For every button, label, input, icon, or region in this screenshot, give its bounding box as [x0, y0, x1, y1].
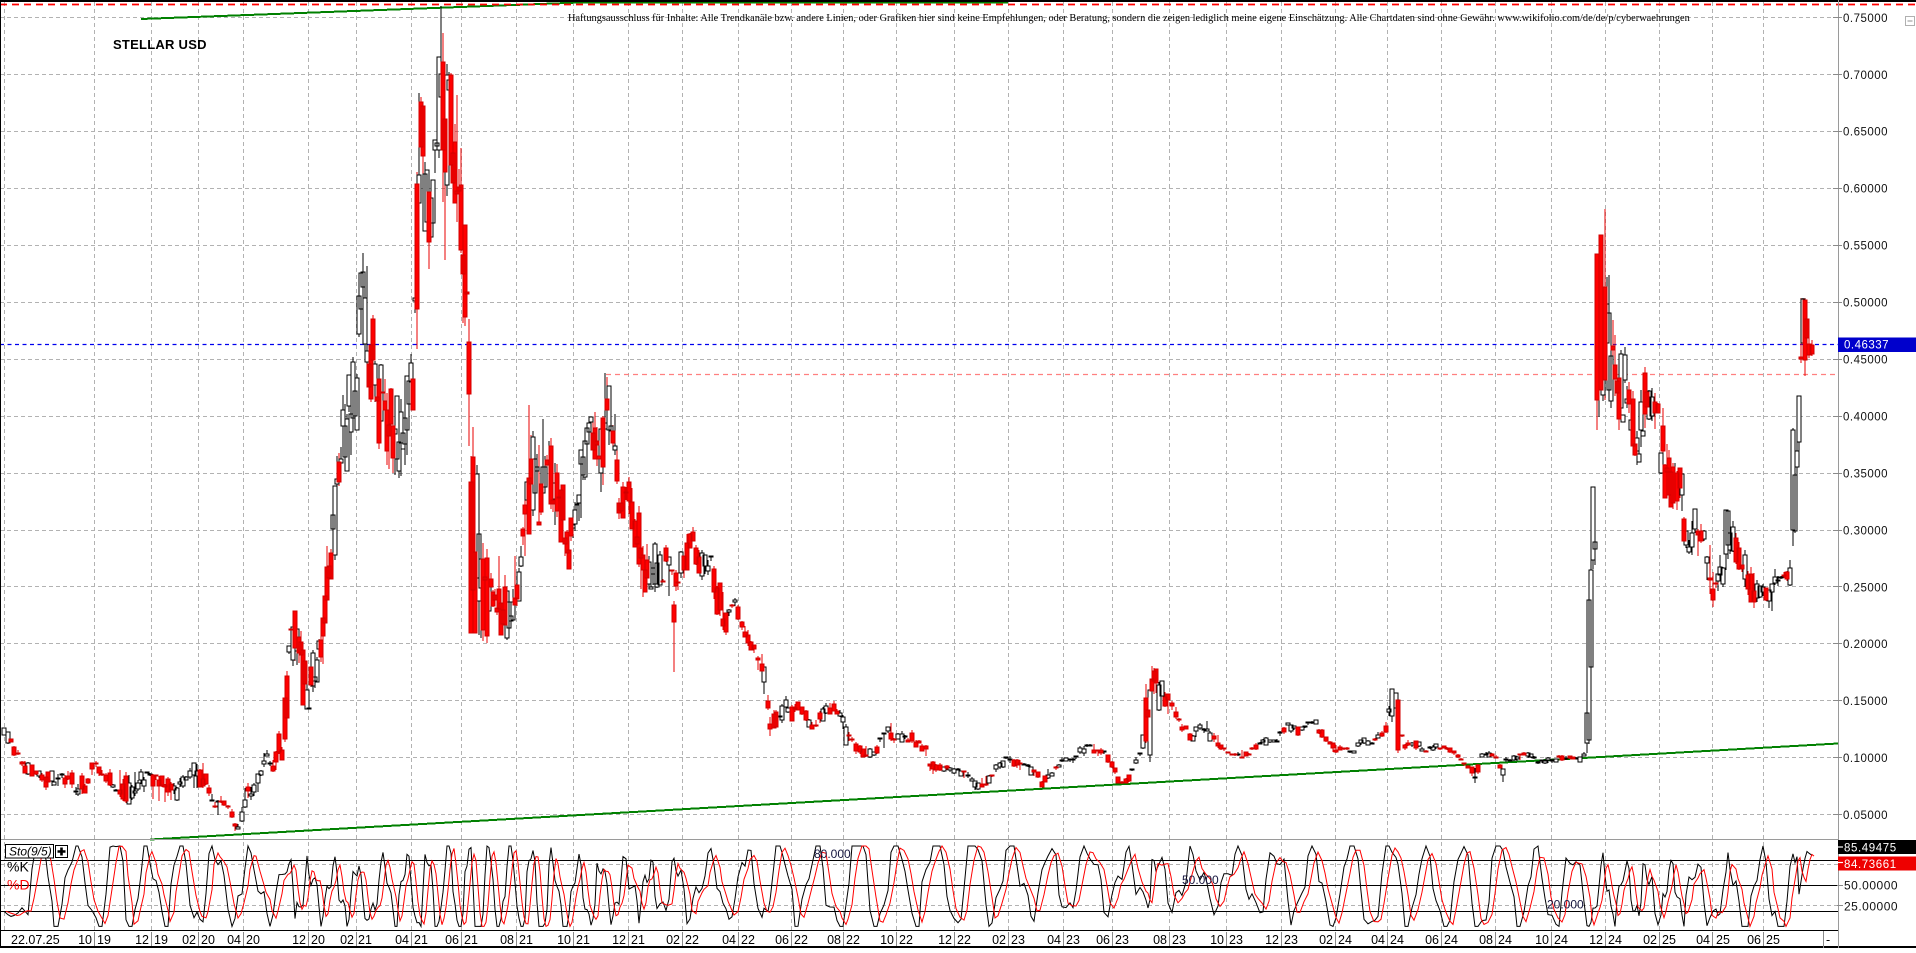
svg-text:20.000: 20.000: [1547, 898, 1584, 912]
svg-text:-: -: [1826, 933, 1830, 947]
svg-text:21: 21: [519, 933, 533, 947]
svg-text:%D: %D: [7, 877, 30, 893]
svg-text:08: 08: [1479, 933, 1493, 947]
svg-text:25: 25: [1766, 933, 1780, 947]
svg-text:22: 22: [741, 933, 755, 947]
svg-text:0.65000: 0.65000: [1843, 127, 1888, 139]
svg-text:04: 04: [1696, 933, 1710, 947]
svg-text:08: 08: [1153, 933, 1167, 947]
svg-text:22.07.25: 22.07.25: [11, 933, 60, 947]
svg-text:84.73661: 84.73661: [1844, 859, 1897, 871]
svg-text:12: 12: [292, 933, 306, 947]
svg-text:20: 20: [246, 933, 260, 947]
svg-text:22: 22: [794, 933, 808, 947]
svg-text:Sto(9/5): Sto(9/5): [9, 845, 52, 859]
svg-text:22: 22: [899, 933, 913, 947]
svg-text:04: 04: [1371, 933, 1385, 947]
svg-text:24: 24: [1608, 933, 1622, 947]
svg-text:0.05000: 0.05000: [1843, 810, 1888, 822]
svg-text:0.40000: 0.40000: [1843, 411, 1888, 423]
svg-text:10: 10: [1210, 933, 1224, 947]
svg-text:12: 12: [135, 933, 149, 947]
svg-text:10: 10: [78, 933, 92, 947]
svg-text:12: 12: [1265, 933, 1279, 947]
svg-text:23: 23: [1011, 933, 1025, 947]
svg-text:06: 06: [1747, 933, 1761, 947]
svg-text:0.46337: 0.46337: [1844, 340, 1889, 352]
svg-text:25.00000: 25.00000: [1844, 900, 1898, 914]
svg-text:21: 21: [414, 933, 428, 947]
svg-text:12: 12: [1589, 933, 1603, 947]
svg-text:02: 02: [1319, 933, 1333, 947]
svg-text:04: 04: [1047, 933, 1061, 947]
svg-text:19: 19: [97, 933, 111, 947]
svg-text:STELLAR USD: STELLAR USD: [113, 37, 207, 52]
svg-text:19: 19: [154, 933, 168, 947]
svg-text:10: 10: [1535, 933, 1549, 947]
svg-text:80.000: 80.000: [814, 847, 851, 861]
svg-text:24: 24: [1444, 933, 1458, 947]
svg-text:20: 20: [201, 933, 215, 947]
svg-text:%K: %K: [7, 859, 29, 875]
svg-text:23: 23: [1066, 933, 1080, 947]
svg-text:02: 02: [182, 933, 196, 947]
svg-text:06: 06: [775, 933, 789, 947]
svg-text:21: 21: [631, 933, 645, 947]
svg-text:0.60000: 0.60000: [1843, 184, 1888, 196]
svg-text:02: 02: [666, 933, 680, 947]
svg-text:06: 06: [445, 933, 459, 947]
svg-text:02: 02: [992, 933, 1006, 947]
svg-text:0.25000: 0.25000: [1843, 582, 1888, 594]
svg-text:21: 21: [358, 933, 372, 947]
svg-text:0.15000: 0.15000: [1843, 696, 1888, 708]
svg-text:Haftungsausschluss für Inhalte: Haftungsausschluss für Inhalte: Alle Tre…: [568, 13, 1691, 24]
svg-text:0.55000: 0.55000: [1843, 241, 1888, 253]
svg-text:12: 12: [938, 933, 952, 947]
svg-text:04: 04: [227, 933, 241, 947]
svg-text:23: 23: [1115, 933, 1129, 947]
svg-text:0.20000: 0.20000: [1843, 639, 1888, 651]
svg-text:0.30000: 0.30000: [1843, 525, 1888, 537]
svg-text:0.70000: 0.70000: [1843, 70, 1888, 82]
svg-text:24: 24: [1338, 933, 1352, 947]
svg-text:23: 23: [1229, 933, 1243, 947]
svg-text:04: 04: [395, 933, 409, 947]
svg-text:12: 12: [612, 933, 626, 947]
svg-text:24: 24: [1498, 933, 1512, 947]
svg-text:25: 25: [1662, 933, 1676, 947]
svg-text:08: 08: [500, 933, 514, 947]
svg-text:22: 22: [957, 933, 971, 947]
svg-text:24: 24: [1554, 933, 1568, 947]
svg-text:24: 24: [1390, 933, 1404, 947]
svg-text:10: 10: [557, 933, 571, 947]
svg-text:23: 23: [1284, 933, 1298, 947]
svg-text:23: 23: [1172, 933, 1186, 947]
svg-text:02: 02: [340, 933, 354, 947]
svg-text:0.50000: 0.50000: [1843, 298, 1888, 310]
svg-text:50.000: 50.000: [1182, 873, 1219, 887]
svg-text:06: 06: [1096, 933, 1110, 947]
svg-text:50.00000: 50.00000: [1844, 879, 1898, 893]
svg-text:21: 21: [576, 933, 590, 947]
svg-text:22: 22: [846, 933, 860, 947]
svg-text:25: 25: [1716, 933, 1730, 947]
svg-text:21: 21: [464, 933, 478, 947]
svg-text:04: 04: [722, 933, 736, 947]
svg-text:08: 08: [827, 933, 841, 947]
svg-text:0.45000: 0.45000: [1843, 355, 1888, 367]
svg-text:20: 20: [311, 933, 325, 947]
svg-text:0.10000: 0.10000: [1843, 753, 1888, 765]
svg-text:06: 06: [1425, 933, 1439, 947]
svg-text:02: 02: [1643, 933, 1657, 947]
svg-text:0.35000: 0.35000: [1843, 468, 1888, 480]
svg-text:22: 22: [685, 933, 699, 947]
svg-text:0.75000: 0.75000: [1843, 13, 1888, 25]
svg-text:10: 10: [880, 933, 894, 947]
svg-text:85.49475: 85.49475: [1844, 843, 1897, 855]
